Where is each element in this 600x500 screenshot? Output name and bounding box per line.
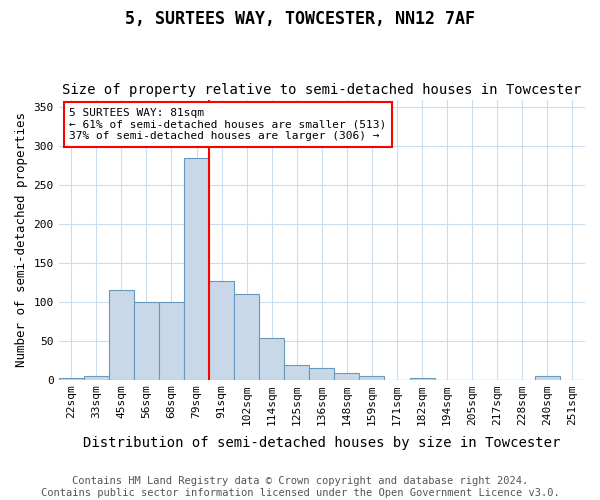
Bar [535,376,560,380]
Y-axis label: Number of semi-detached properties: Number of semi-detached properties [15,112,28,367]
Bar [184,158,209,380]
Bar [59,378,84,380]
Bar [284,365,310,380]
Bar [84,376,109,380]
Bar [159,302,184,380]
Bar [334,374,359,380]
Bar [209,281,234,380]
Bar [359,376,385,380]
X-axis label: Distribution of semi-detached houses by size in Towcester: Distribution of semi-detached houses by … [83,436,560,450]
Bar [134,302,159,380]
Bar [259,338,284,380]
Bar [109,290,134,380]
Text: 5 SURTEES WAY: 81sqm
← 61% of semi-detached houses are smaller (513)
37% of semi: 5 SURTEES WAY: 81sqm ← 61% of semi-detac… [69,108,386,141]
Title: Size of property relative to semi-detached houses in Towcester: Size of property relative to semi-detach… [62,83,581,97]
Bar [310,368,334,380]
Text: Contains HM Land Registry data © Crown copyright and database right 2024.
Contai: Contains HM Land Registry data © Crown c… [41,476,559,498]
Text: 5, SURTEES WAY, TOWCESTER, NN12 7AF: 5, SURTEES WAY, TOWCESTER, NN12 7AF [125,10,475,28]
Bar [410,378,434,380]
Bar [234,294,259,380]
